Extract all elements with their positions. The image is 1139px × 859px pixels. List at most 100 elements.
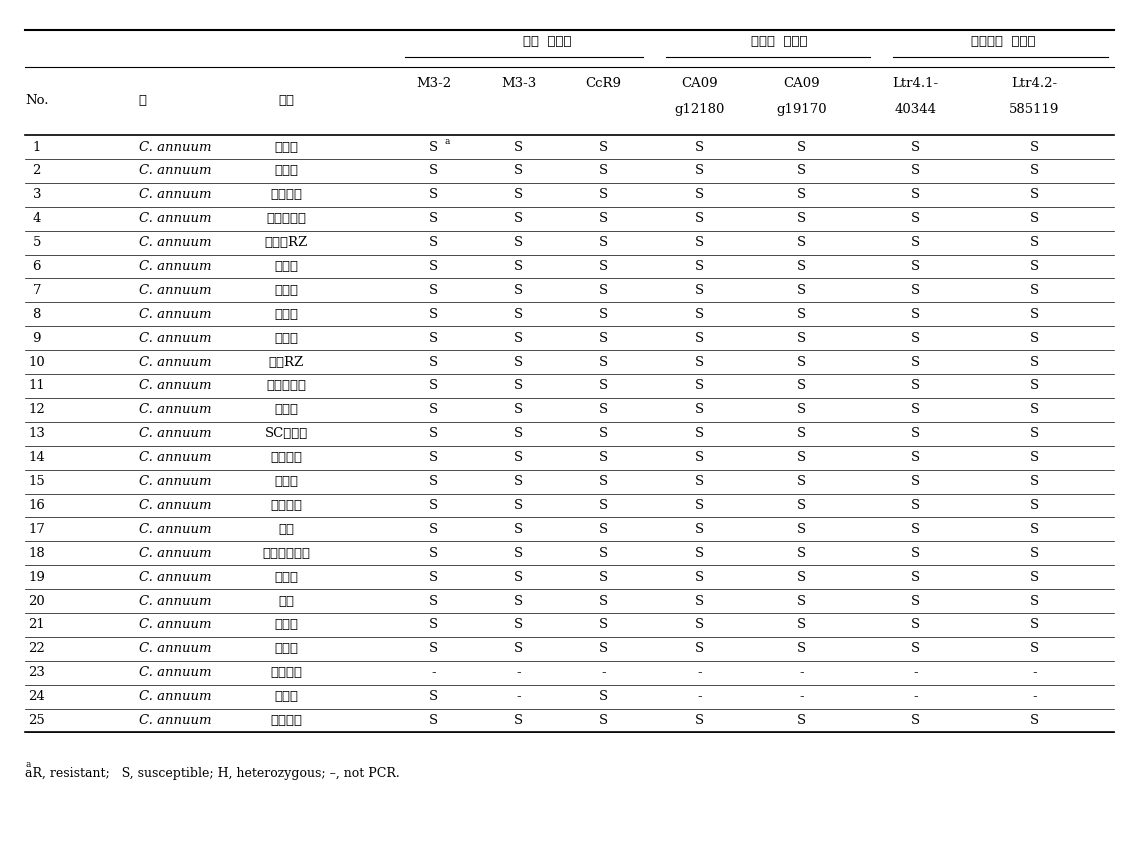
Text: S: S bbox=[514, 475, 523, 488]
Text: S: S bbox=[911, 212, 920, 225]
Text: Ltr4.2-: Ltr4.2- bbox=[1011, 77, 1057, 90]
Text: S: S bbox=[514, 212, 523, 225]
Text: S: S bbox=[797, 714, 806, 727]
Text: C. annuum: C. annuum bbox=[139, 643, 212, 655]
Text: S: S bbox=[797, 308, 806, 320]
Text: S: S bbox=[911, 188, 920, 201]
Text: 시로코: 시로코 bbox=[274, 260, 298, 273]
Text: -: - bbox=[912, 690, 918, 704]
Text: S: S bbox=[797, 380, 806, 393]
Text: 15: 15 bbox=[28, 475, 46, 488]
Text: S: S bbox=[514, 332, 523, 344]
Text: S: S bbox=[599, 260, 608, 273]
Text: S: S bbox=[695, 475, 704, 488]
Text: S: S bbox=[599, 164, 608, 178]
Text: 오렌지글로리: 오렌지글로리 bbox=[262, 546, 310, 560]
Text: CA09: CA09 bbox=[681, 77, 719, 90]
Text: 4: 4 bbox=[33, 212, 41, 225]
Text: S: S bbox=[599, 643, 608, 655]
Text: S: S bbox=[797, 643, 806, 655]
Text: S: S bbox=[429, 332, 439, 344]
Text: S: S bbox=[1030, 308, 1039, 320]
Text: S: S bbox=[1030, 236, 1039, 249]
Text: 아란시아: 아란시아 bbox=[270, 451, 302, 464]
Text: Ltr4.1-: Ltr4.1- bbox=[892, 77, 939, 90]
Text: S: S bbox=[695, 499, 704, 512]
Text: S: S bbox=[911, 260, 920, 273]
Text: S: S bbox=[797, 499, 806, 512]
Text: 역병  저항성: 역병 저항성 bbox=[523, 34, 571, 48]
Text: CA09: CA09 bbox=[784, 77, 820, 90]
Text: S: S bbox=[429, 499, 439, 512]
Text: S: S bbox=[797, 427, 806, 441]
Text: S: S bbox=[797, 594, 806, 607]
Text: S: S bbox=[1030, 404, 1039, 417]
Text: S: S bbox=[911, 570, 920, 583]
Text: S: S bbox=[797, 332, 806, 344]
Text: SC글로리: SC글로리 bbox=[264, 427, 308, 441]
Text: S: S bbox=[695, 714, 704, 727]
Text: 나가노: 나가노 bbox=[274, 164, 298, 178]
Text: 마자벨로: 마자벨로 bbox=[270, 667, 302, 679]
Text: S: S bbox=[429, 570, 439, 583]
Text: S: S bbox=[429, 404, 439, 417]
Text: S: S bbox=[599, 283, 608, 297]
Text: 스벤: 스벤 bbox=[278, 523, 294, 536]
Text: 메그니피코: 메그니피코 bbox=[267, 380, 306, 393]
Text: S: S bbox=[911, 308, 920, 320]
Text: -: - bbox=[697, 690, 702, 704]
Text: S: S bbox=[429, 643, 439, 655]
Text: S: S bbox=[599, 212, 608, 225]
Text: 탄저병  저항성: 탄저병 저항성 bbox=[751, 34, 808, 48]
Text: S: S bbox=[429, 546, 439, 560]
Text: 진주RZ: 진주RZ bbox=[269, 356, 304, 369]
Text: S: S bbox=[911, 427, 920, 441]
Text: S: S bbox=[695, 380, 704, 393]
Text: S: S bbox=[1030, 164, 1039, 178]
Text: S: S bbox=[599, 523, 608, 536]
Text: S: S bbox=[695, 188, 704, 201]
Text: S: S bbox=[599, 594, 608, 607]
Text: S: S bbox=[514, 451, 523, 464]
Text: 17: 17 bbox=[28, 523, 46, 536]
Text: -: - bbox=[432, 667, 436, 679]
Text: S: S bbox=[429, 618, 439, 631]
Text: S: S bbox=[429, 380, 439, 393]
Text: 부기: 부기 bbox=[278, 594, 294, 607]
Text: S: S bbox=[429, 164, 439, 178]
Text: S: S bbox=[599, 308, 608, 320]
Text: S: S bbox=[695, 260, 704, 273]
Text: S: S bbox=[695, 212, 704, 225]
Text: 마이런: 마이런 bbox=[274, 332, 298, 344]
Text: 프리스타: 프리스타 bbox=[270, 714, 302, 727]
Text: S: S bbox=[1030, 427, 1039, 441]
Text: C. annuum: C. annuum bbox=[139, 380, 212, 393]
Text: S: S bbox=[429, 475, 439, 488]
Text: S: S bbox=[1030, 643, 1039, 655]
Text: S: S bbox=[514, 164, 523, 178]
Text: S: S bbox=[695, 523, 704, 536]
Text: S: S bbox=[911, 475, 920, 488]
Text: C. annuum: C. annuum bbox=[139, 356, 212, 369]
Text: S: S bbox=[599, 188, 608, 201]
Text: S: S bbox=[797, 260, 806, 273]
Text: S: S bbox=[911, 523, 920, 536]
Text: S: S bbox=[797, 212, 806, 225]
Text: C. annuum: C. annuum bbox=[139, 499, 212, 512]
Text: S: S bbox=[695, 308, 704, 320]
Text: 마두로: 마두로 bbox=[274, 475, 298, 488]
Text: C. annuum: C. annuum bbox=[139, 308, 212, 320]
Text: 페라리: 페라리 bbox=[274, 643, 298, 655]
Text: -: - bbox=[800, 690, 804, 704]
Text: C. annuum: C. annuum bbox=[139, 714, 212, 727]
Text: 13: 13 bbox=[28, 427, 46, 441]
Text: S: S bbox=[911, 451, 920, 464]
Text: C. annuum: C. annuum bbox=[139, 475, 212, 488]
Text: S: S bbox=[429, 188, 439, 201]
Text: C. annuum: C. annuum bbox=[139, 690, 212, 704]
Text: 10: 10 bbox=[28, 356, 46, 369]
Text: -: - bbox=[1032, 690, 1036, 704]
Text: S: S bbox=[1030, 546, 1039, 560]
Text: S: S bbox=[1030, 499, 1039, 512]
Text: S: S bbox=[514, 523, 523, 536]
